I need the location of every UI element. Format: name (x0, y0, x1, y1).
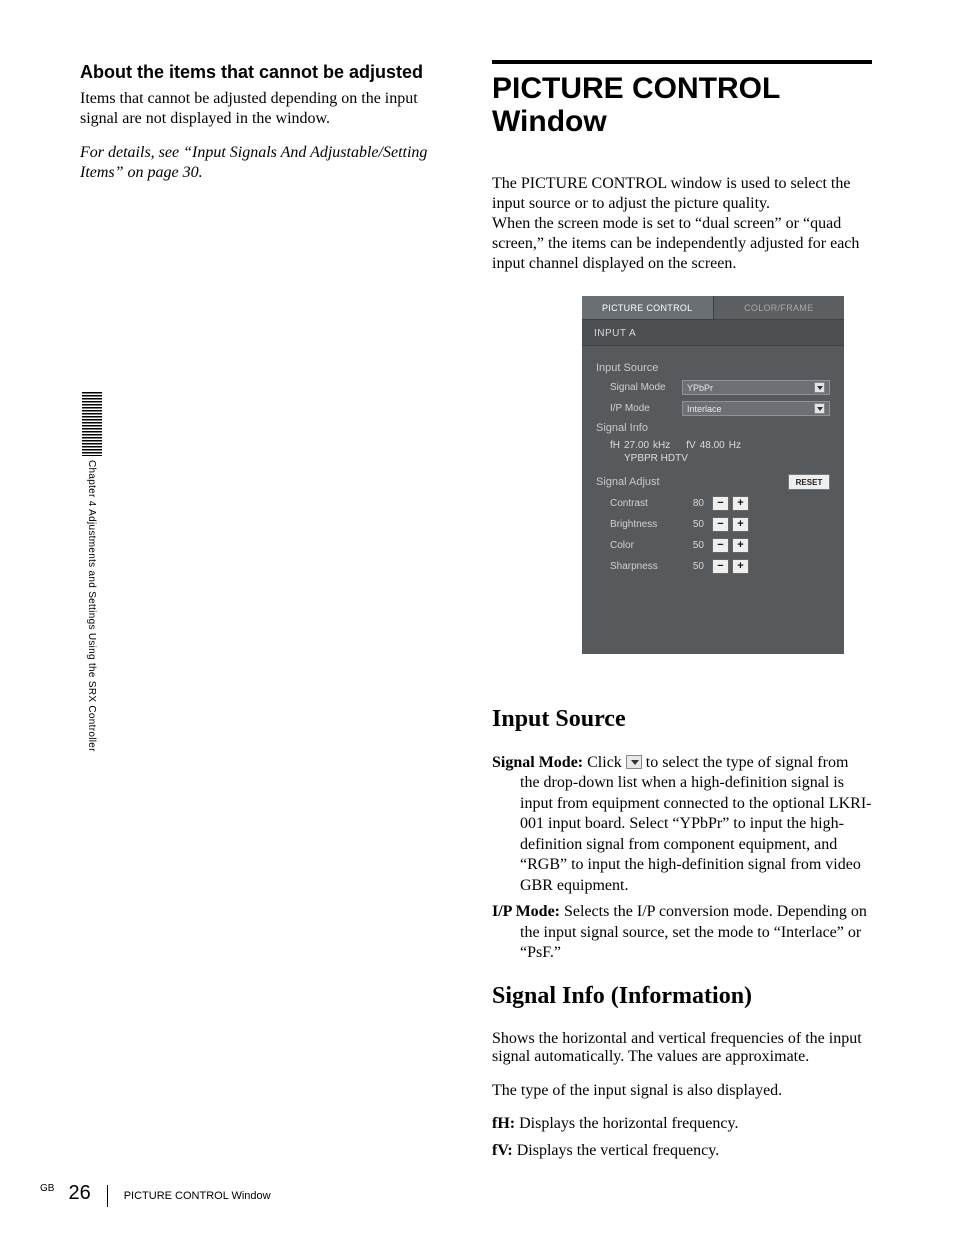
siginfo-para-1: Shows the horizontal and vertical freque… (492, 1030, 872, 1066)
def-signal-mode: Signal Mode: Click to select the type of… (492, 753, 872, 896)
select-signal-mode[interactable]: YPbPr (682, 380, 830, 395)
fh-unit: kHz (653, 440, 670, 451)
left-para-2: For details, see “Input Signals And Adju… (80, 143, 450, 183)
dropdown-icon (626, 755, 642, 769)
brightness-plus-button[interactable]: + (732, 517, 749, 532)
label-ip-mode: I/P Mode (596, 403, 682, 414)
select-signal-mode-value: YPbPr (687, 383, 713, 393)
value-contrast: 80 (682, 498, 712, 509)
fv-unit: Hz (729, 440, 741, 451)
page-title: PICTURE CONTROL Window (492, 72, 872, 138)
footer-gb: GB (40, 1183, 54, 1194)
term-ip-mode: I/P Mode: (492, 903, 560, 920)
value-color: 50 (682, 540, 712, 551)
group-input-source: Input Source (596, 362, 830, 374)
reset-button[interactable]: RESET (788, 474, 830, 490)
tab-color-frame[interactable]: COLOR/FRAME (714, 296, 845, 319)
right-column-lower: Input Source Signal Mode: Click to selec… (492, 686, 872, 1167)
intro-para-1: The PICTURE CONTROL window is used to se… (492, 174, 872, 214)
select-ip-mode[interactable]: Interlace (682, 401, 830, 416)
label-brightness: Brightness (596, 519, 682, 530)
row-color: Color 50 − + (596, 538, 830, 553)
side-stripes-icon (82, 392, 102, 456)
value-sharpness: 50 (682, 561, 712, 572)
chevron-down-icon (814, 403, 825, 414)
signal-info-freq: fH 27.00 kHz fV 48.00 Hz (596, 440, 830, 451)
fv-body: Displays the vertical frequency. (513, 1142, 719, 1159)
term-fv: fV: (492, 1142, 513, 1159)
contrast-plus-button[interactable]: + (732, 496, 749, 511)
fv-label: fV (686, 440, 695, 451)
signal-mode-body: the drop-down list when a high-definitio… (520, 773, 872, 896)
siginfo-para-2: The type of the input signal is also dis… (492, 1082, 872, 1100)
def-ip-mode: I/P Mode: Selects the I/P conversion mod… (492, 902, 872, 963)
ip-mode-body-head: Selects the I/P conversion mode. Dependi… (560, 903, 867, 920)
left-column: About the items that cannot be adjusted … (80, 62, 450, 197)
signal-type: YPBPR HDTV (596, 453, 830, 464)
label-sharpness: Sharpness (596, 561, 682, 572)
ip-mode-body: the input signal source, set the mode to… (520, 923, 872, 964)
intro-para-2: When the screen mode is set to “dual scr… (492, 214, 872, 274)
panel-tabs: PICTURE CONTROL COLOR/FRAME (582, 296, 844, 320)
term-fh: fH: (492, 1115, 515, 1132)
contrast-minus-button[interactable]: − (712, 496, 729, 511)
heading-rule (492, 60, 872, 64)
label-color: Color (596, 540, 682, 551)
left-heading: About the items that cannot be adjusted (80, 62, 450, 83)
color-minus-button[interactable]: − (712, 538, 729, 553)
page-footer: GB 26 PICTURE CONTROL Window (40, 1182, 271, 1205)
row-ip-mode: I/P Mode Interlace (596, 401, 830, 416)
value-brightness: 50 (682, 519, 712, 530)
label-contrast: Contrast (596, 498, 682, 509)
def-fv: fV: Displays the vertical frequency. (492, 1141, 872, 1161)
section-input-source: Input Source (492, 706, 872, 733)
select-ip-mode-value: Interlace (687, 404, 722, 414)
fh-label: fH (610, 440, 620, 451)
color-plus-button[interactable]: + (732, 538, 749, 553)
row-brightness: Brightness 50 − + (596, 517, 830, 532)
tab-picture-control[interactable]: PICTURE CONTROL (582, 296, 714, 319)
fv-value: 48.00 (700, 440, 725, 451)
fh-body: Displays the horizontal frequency. (515, 1115, 738, 1132)
row-sharpness: Sharpness 50 − + (596, 559, 830, 574)
picture-control-panel: PICTURE CONTROL COLOR/FRAME INPUT A Inpu… (582, 296, 844, 654)
footer-page-number: 26 (68, 1182, 90, 1205)
label-signal-mode: Signal Mode (596, 382, 682, 393)
group-signal-adjust: Signal Adjust (596, 476, 788, 488)
brightness-minus-button[interactable]: − (712, 517, 729, 532)
footer-title: PICTURE CONTROL Window (124, 1190, 271, 1202)
footer-divider (107, 1185, 108, 1207)
chevron-down-icon (814, 382, 825, 393)
side-chapter-tag: Chapter 4 Adjustments and Settings Using… (82, 392, 112, 782)
page-title-line1: PICTURE CONTROL (492, 72, 780, 105)
side-chapter-label: Chapter 4 Adjustments and Settings Using… (86, 460, 97, 780)
section-signal-info: Signal Info (Information) (492, 983, 872, 1010)
left-para-1: Items that cannot be adjusted depending … (80, 89, 450, 129)
term-signal-mode: Signal Mode: (492, 754, 583, 771)
signal-mode-body-head: to select the type of signal from (642, 754, 849, 771)
row-contrast: Contrast 80 − + (596, 496, 830, 511)
fh-value: 27.00 (624, 440, 649, 451)
def-fh: fH: Displays the horizontal frequency. (492, 1114, 872, 1134)
row-signal-mode: Signal Mode YPbPr (596, 380, 830, 395)
sharpness-plus-button[interactable]: + (732, 559, 749, 574)
page-title-line2: Window (492, 105, 607, 138)
sharpness-minus-button[interactable]: − (712, 559, 729, 574)
input-channel-label: INPUT A (582, 320, 844, 346)
signal-mode-lead: Click (583, 754, 626, 771)
group-signal-info: Signal Info (596, 422, 830, 434)
right-column: PICTURE CONTROL Window The PICTURE CONTR… (492, 60, 872, 274)
